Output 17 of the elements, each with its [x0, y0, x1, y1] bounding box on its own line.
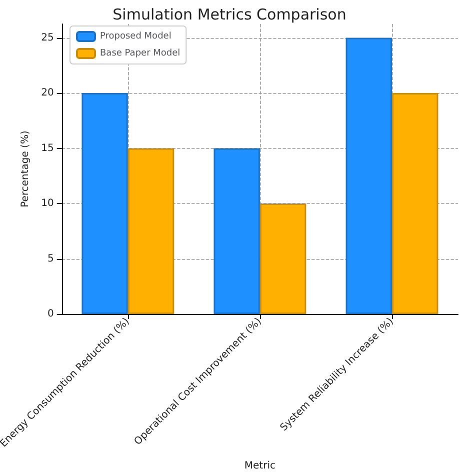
chart-title: Simulation Metrics Comparison: [112, 6, 346, 24]
bar: [128, 148, 174, 314]
y-tick-label: 20: [41, 88, 54, 99]
bar: [346, 38, 392, 314]
bar: [82, 93, 128, 314]
y-tick-label: 0: [48, 308, 54, 320]
x-axis-title: Metric: [244, 460, 276, 472]
y-axis-title: Percentage (%): [20, 130, 31, 208]
legend-label: Proposed Model: [100, 32, 172, 42]
bar: [392, 93, 438, 314]
y-tick-label: 25: [41, 32, 54, 44]
y-tick-label: 10: [41, 198, 54, 210]
bar: [214, 148, 260, 314]
y-tick-label: 5: [48, 253, 54, 264]
bar: [260, 204, 306, 314]
y-tick-label: 15: [41, 142, 54, 154]
legend-label: Base Paper Model: [100, 48, 180, 58]
